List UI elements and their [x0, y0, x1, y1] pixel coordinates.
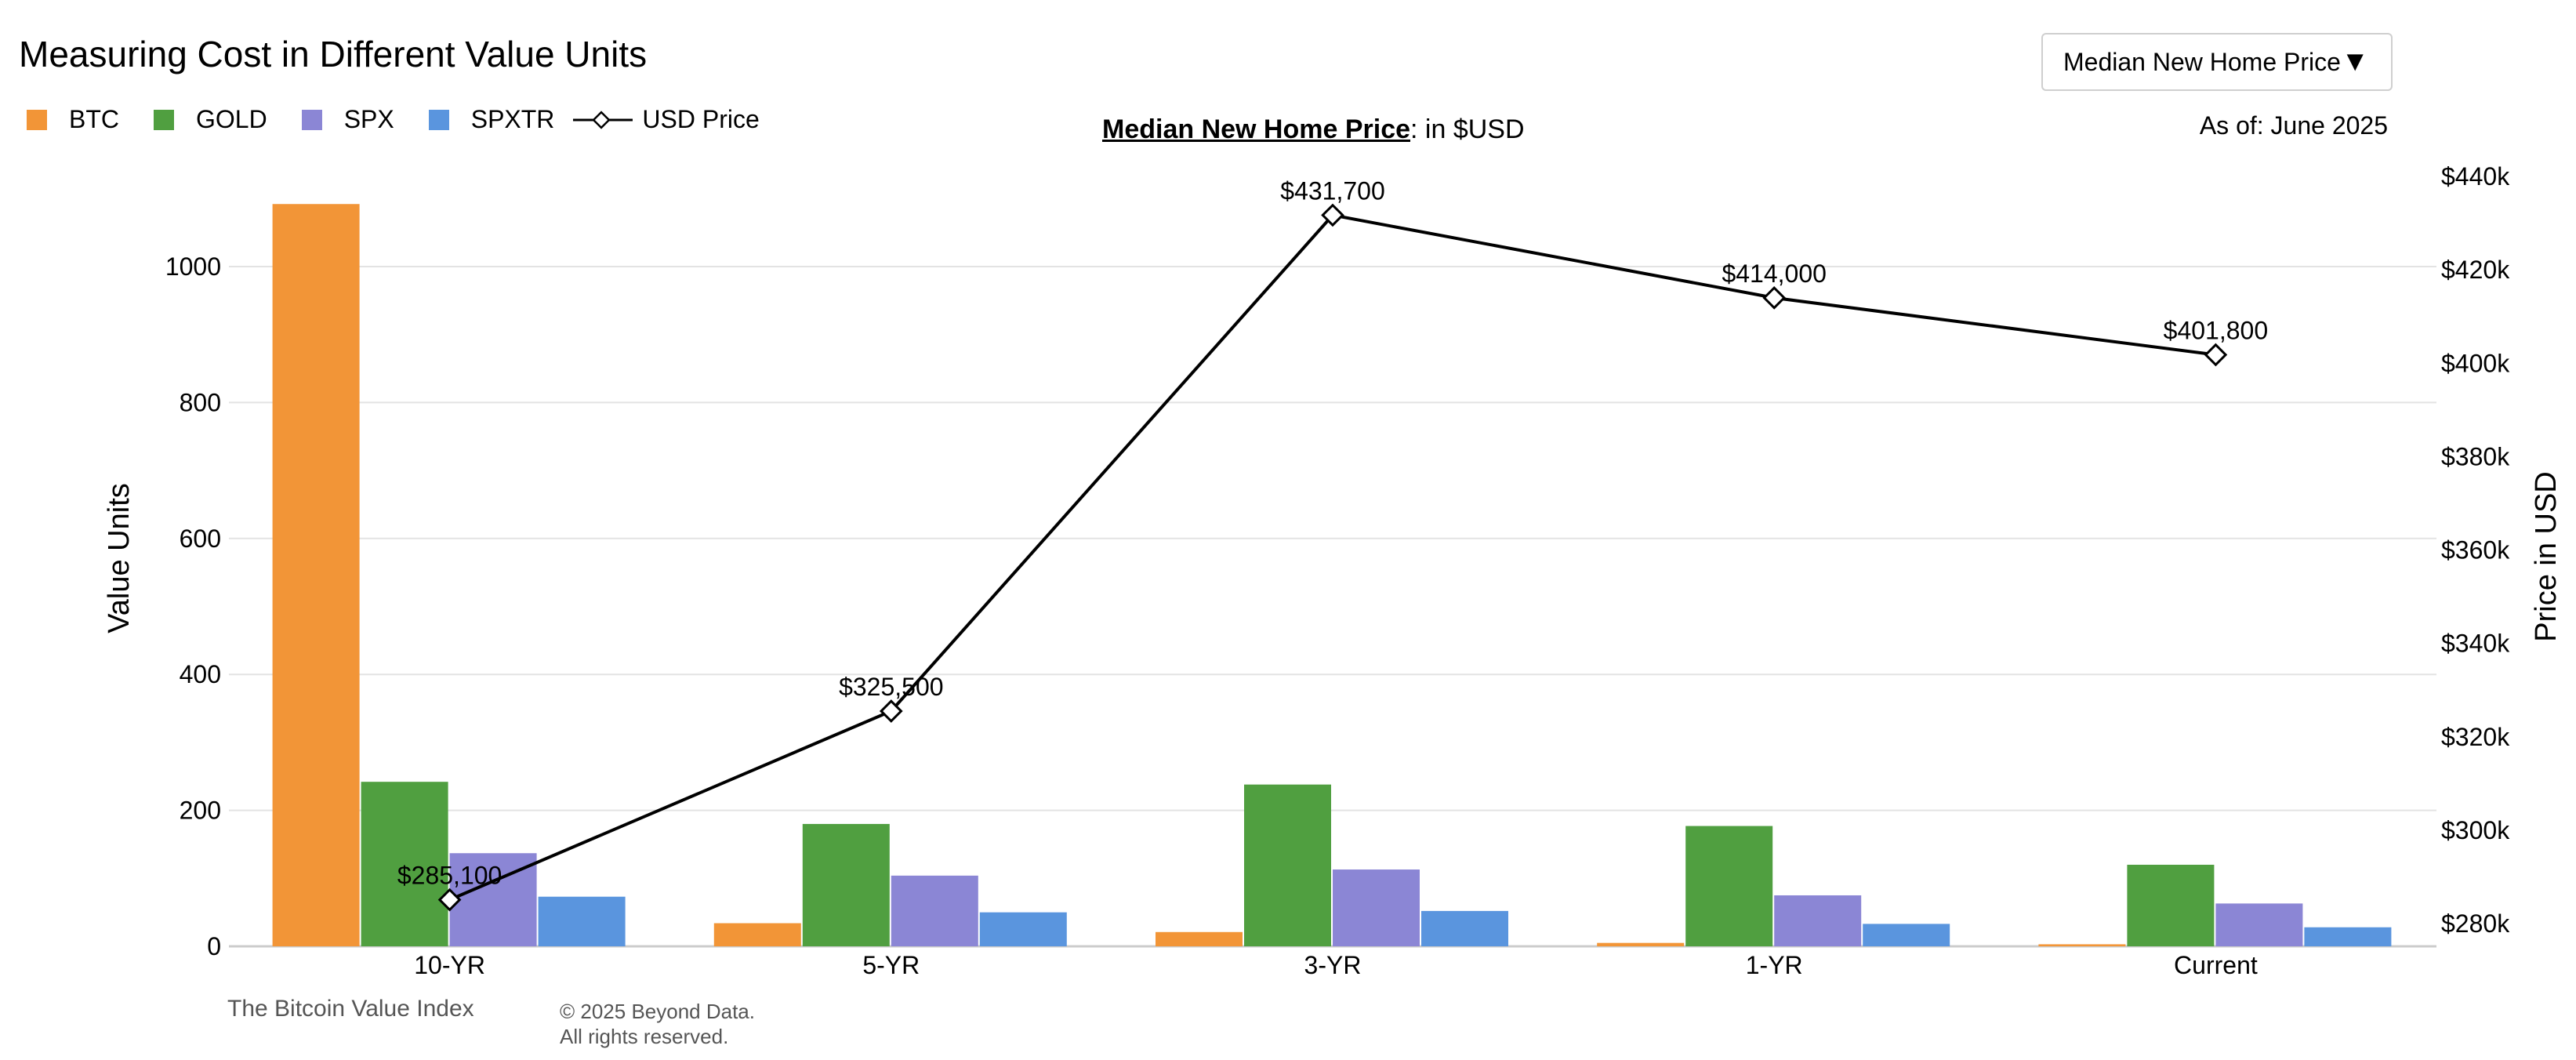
bar-spxtr-5-yr [979, 912, 1067, 946]
x-tick-label: 5-YR [862, 951, 920, 979]
legend-label-usd-price: USD Price [642, 105, 760, 133]
usd-price-line [448, 213, 2216, 902]
bar-gold-5-yr [802, 823, 890, 946]
y2-tick-label: $400k [2441, 349, 2510, 377]
usd-price-marker [437, 888, 462, 912]
bar-spxtr-10-yr [538, 896, 626, 946]
y2-tick-label: $280k [2441, 909, 2510, 938]
legend-item-gold[interactable]: GOLD [154, 105, 267, 134]
bar-btc-5-yr [713, 923, 801, 946]
footer-copyright-line-2: All rights reserved. [560, 1025, 729, 1048]
usd-price-data-label: $401,800 [2164, 317, 2268, 345]
legend-swatch-gold [154, 109, 174, 130]
x-tick-label: 10-YR [414, 951, 485, 979]
bar-spx-1-yr [1774, 895, 1862, 946]
legend-label-spx: SPX [343, 105, 394, 133]
x-tick-label: Current [2174, 951, 2258, 979]
y2-tick-label: $300k [2441, 816, 2510, 844]
y-axis-title: Value Units [103, 483, 136, 633]
page-title: Measuring Cost in Different Value Units [19, 34, 648, 74]
legend-swatch-spx [301, 109, 322, 130]
bar-gold-1-yr [1685, 826, 1773, 946]
chart-subtitle-metric[interactable]: Median New Home Price [1102, 114, 1411, 144]
usd-price-marker [1321, 203, 1344, 227]
y2-tick-label: $440k [2441, 162, 2510, 191]
y2-tick-label: $360k [2441, 536, 2510, 564]
chart-legend: BTC GOLD SPX SPXTR USD Price [27, 105, 760, 134]
legend-item-btc[interactable]: BTC [27, 105, 119, 134]
footer-copyright-line-1: © 2025 Beyond Data. [560, 1000, 755, 1023]
y2-tick-label: $380k [2441, 442, 2510, 470]
bar-spxtr-1-yr [1863, 924, 1950, 946]
y-tick-label: 0 [207, 932, 221, 960]
bar-btc-current [2038, 944, 2126, 946]
bar-btc-1-yr [1597, 942, 1685, 946]
legend-line-marker-icon [573, 110, 633, 129]
bar-btc-10-yr [272, 204, 360, 947]
y2-tick-label: $340k [2441, 630, 2510, 658]
bar-gold-current [2127, 864, 2215, 946]
bar-spxtr-current [2304, 927, 2392, 946]
y-tick-label: 600 [180, 525, 221, 553]
legend-item-spxtr[interactable]: SPXTR [428, 105, 555, 134]
usd-price-marker [1762, 286, 1787, 310]
y-tick-label: 800 [180, 388, 221, 416]
legend-swatch-btc [27, 109, 47, 130]
bar-gold-3-yr [1244, 784, 1331, 946]
chart-subtitle-unit: : in $USD [1410, 114, 1525, 144]
y-tick-label: 400 [180, 660, 221, 688]
y2-axis-title: Price in USD [2530, 471, 2563, 642]
legend-item-spx[interactable]: SPX [301, 105, 394, 134]
metric-select[interactable]: Median New Home Price ▼ [2041, 33, 2393, 91]
y-tick-label: 1000 [165, 252, 221, 281]
legend-item-usd-price[interactable]: USD Price [573, 105, 760, 134]
metric-select-value: Median New Home Price [2063, 47, 2341, 76]
legend-label-spxtr: SPXTR [470, 105, 555, 133]
usd-price-data-label: $325,500 [839, 673, 943, 701]
bar-spx-3-yr [1333, 869, 1420, 946]
as-of-date: As of: June 2025 [2199, 111, 2388, 140]
usd-price-data-label: $431,700 [1280, 176, 1384, 205]
usd-price-marker [879, 699, 903, 723]
x-tick-label: 1-YR [1746, 951, 1803, 979]
bar-spxtr-3-yr [1421, 910, 1508, 946]
legend-label-btc: BTC [69, 105, 119, 133]
bar-gold-10-yr [361, 782, 448, 946]
usd-price-data-label: $414,000 [1722, 260, 1826, 288]
bar-btc-3-yr [1156, 931, 1243, 946]
legend-label-gold: GOLD [196, 105, 267, 133]
usd-price-marker [2204, 343, 2228, 367]
legend-swatch-spxtr [428, 109, 449, 130]
bar-spx-current [2215, 903, 2303, 946]
chart-subtitle: Median New Home Price: in $USD [1102, 114, 1525, 145]
footer-copyright: © 2025 Beyond Data. All rights reserved. [560, 999, 811, 1049]
x-tick-label: 3-YR [1304, 951, 1362, 979]
footer-source: The Bitcoin Value Index [227, 996, 474, 1022]
chevron-down-icon: ▼ [2341, 45, 2369, 77]
y-tick-label: 200 [180, 797, 221, 825]
bar-spx-5-yr [891, 875, 978, 946]
usd-price-data-label: $285,100 [397, 862, 502, 890]
y2-tick-label: $320k [2441, 723, 2510, 751]
y2-tick-label: $420k [2441, 256, 2510, 284]
